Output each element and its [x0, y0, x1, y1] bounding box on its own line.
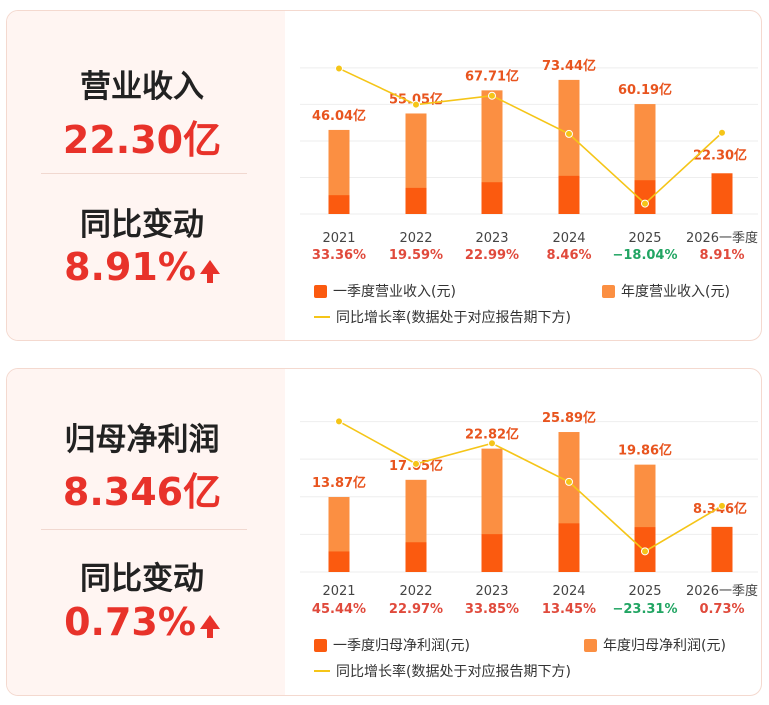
growth-point[interactable] — [641, 547, 649, 556]
q1-bar[interactable] — [481, 534, 503, 572]
growth-rate-label: 19.59% — [389, 248, 443, 263]
growth-point[interactable] — [335, 64, 343, 73]
annual-value-label: 13.87亿 — [312, 475, 366, 491]
growth-point[interactable] — [412, 459, 420, 468]
x-tick-label: 2026一季度 — [686, 583, 758, 599]
annual-value-label: 19.86亿 — [618, 443, 672, 459]
annual-value-label: 46.04亿 — [312, 108, 366, 124]
q1-bar[interactable] — [711, 173, 733, 214]
legend-annual[interactable]: 年度归母净利润(元) — [584, 635, 726, 655]
q1-bar[interactable] — [558, 175, 580, 214]
legend-growth[interactable]: 同比增长率(数据处于对应报告期下方) — [314, 307, 571, 327]
summary-divider — [41, 173, 247, 174]
growth-point[interactable] — [488, 91, 496, 100]
revenue-panel: 营业收入 22.30亿 同比变动 8.91% 46.04亿 2021 33.36% 5… — [6, 10, 762, 341]
metric-label: 营业收入 — [80, 69, 204, 105]
growth-rate-label: −23.31% — [612, 602, 677, 617]
x-tick-label: 2025 — [628, 584, 661, 599]
legend-growth-label: 同比增长率(数据处于对应报告期下方) — [336, 310, 571, 326]
legend-annual-label: 年度营业收入(元) — [621, 284, 730, 300]
x-tick-label: 2021 — [322, 231, 355, 246]
annual-bar[interactable] — [328, 129, 350, 214]
up-arrow-icon — [199, 614, 220, 638]
growth-point[interactable] — [718, 128, 726, 137]
change-label: 同比变动 — [80, 207, 204, 243]
annual-value-label: 60.19亿 — [618, 82, 672, 98]
growth-point[interactable] — [718, 501, 726, 510]
legend-q1[interactable]: 一季度归母净利润(元) — [314, 635, 470, 655]
growth-line — [338, 420, 723, 553]
annual-value-label: 22.82亿 — [465, 427, 519, 443]
revenue-chart-svg: 46.04亿202133.36%55.05亿202219.59%67.71亿20… — [300, 58, 758, 263]
growth-line — [338, 67, 723, 205]
legend-annual-swatch — [602, 284, 615, 298]
annual-value-label: 67.71亿 — [465, 68, 519, 84]
growth-rate-label: 45.44% — [312, 602, 366, 617]
growth-point[interactable] — [565, 477, 573, 486]
growth-rate-label: 8.91% — [699, 248, 744, 263]
growth-rate-label: 33.85% — [465, 602, 519, 617]
x-tick-label: 2024 — [552, 584, 585, 599]
metric-value: 22.30亿 — [62, 118, 222, 162]
legend-q1-swatch — [314, 284, 327, 298]
q1-bar[interactable] — [405, 542, 427, 572]
q1-bar[interactable] — [328, 195, 350, 214]
net-profit-summary: 归母净利润 8.346亿 同比变动 0.73% — [7, 369, 285, 695]
net-profit-chart-svg: 13.87亿202145.44%17.05亿202222.97%22.82亿20… — [300, 410, 758, 617]
q1-bar[interactable] — [405, 187, 427, 214]
x-tick-label: 2022 — [399, 231, 432, 246]
change-value-row: 8.91% — [7, 245, 277, 289]
growth-point[interactable] — [565, 129, 573, 138]
growth-point[interactable] — [641, 199, 649, 208]
x-tick-label: 2024 — [552, 231, 585, 246]
q1-bar[interactable] — [558, 523, 580, 572]
x-tick-label: 2022 — [399, 584, 432, 599]
legend-q1-label: 一季度营业收入(元) — [333, 284, 456, 300]
q1-bar[interactable] — [634, 180, 656, 214]
x-tick-label: 2021 — [322, 584, 355, 599]
net-profit-panel: 归母净利润 8.346亿 同比变动 0.73% 13.87亿 2021 45.44%… — [6, 368, 762, 696]
legend-q1-label: 一季度归母净利润(元) — [333, 638, 470, 654]
growth-rate-label: 0.73% — [699, 602, 744, 617]
legend-growth-swatch — [314, 670, 330, 672]
growth-rate-label: 22.97% — [389, 602, 443, 617]
x-tick-label: 2025 — [628, 231, 661, 246]
q1-bar[interactable] — [328, 551, 350, 572]
change-value: 8.91% — [64, 245, 196, 289]
revenue-chart: 46.04亿 2021 33.36% 55.05亿 2022 19.59% 67.71亿 20… — [292, 11, 761, 340]
annual-value-label: 25.89亿 — [542, 410, 596, 426]
growth-rate-label: 33.36% — [312, 248, 366, 263]
growth-rate-label: 13.45% — [542, 602, 596, 617]
growth-point[interactable] — [488, 439, 496, 448]
legend-annual[interactable]: 年度营业收入(元) — [602, 281, 730, 301]
legend-growth-swatch — [314, 316, 330, 318]
q1-value-label: 22.30亿 — [693, 147, 747, 163]
legend-q1-swatch — [314, 638, 327, 652]
legend-growth[interactable]: 同比增长率(数据处于对应报告期下方) — [314, 661, 571, 681]
q1-bar[interactable] — [711, 526, 733, 572]
net-profit-chart: 13.87亿202145.44%17.05亿202222.97%22.82亿20… — [292, 369, 761, 695]
metric-value: 8.346亿 — [62, 470, 222, 514]
metric-label: 归母净利润 — [64, 422, 220, 458]
annual-value-label: 73.44亿 — [542, 58, 596, 74]
summary-divider — [41, 529, 247, 530]
legend-annual-swatch — [584, 638, 597, 652]
growth-point[interactable] — [412, 100, 420, 109]
growth-rate-label: 8.46% — [546, 248, 591, 263]
revenue-summary: 营业收入 22.30亿 同比变动 8.91% — [7, 11, 285, 340]
x-tick-label: 2023 — [475, 231, 508, 246]
change-value-row: 0.73% — [7, 600, 277, 644]
legend-q1[interactable]: 一季度营业收入(元) — [314, 281, 456, 301]
q1-bar[interactable] — [481, 182, 503, 214]
legend-growth-label: 同比增长率(数据处于对应报告期下方) — [336, 664, 571, 680]
x-tick-label: 2026一季度 — [686, 230, 758, 246]
growth-point[interactable] — [335, 417, 343, 426]
x-tick-label: 2023 — [475, 584, 508, 599]
change-label: 同比变动 — [80, 561, 204, 597]
change-value: 0.73% — [64, 600, 196, 644]
up-arrow-icon — [199, 259, 220, 283]
growth-rate-label: −18.04% — [612, 248, 677, 263]
growth-rate-label: 22.99% — [465, 248, 519, 263]
legend-annual-label: 年度归母净利润(元) — [603, 638, 726, 654]
